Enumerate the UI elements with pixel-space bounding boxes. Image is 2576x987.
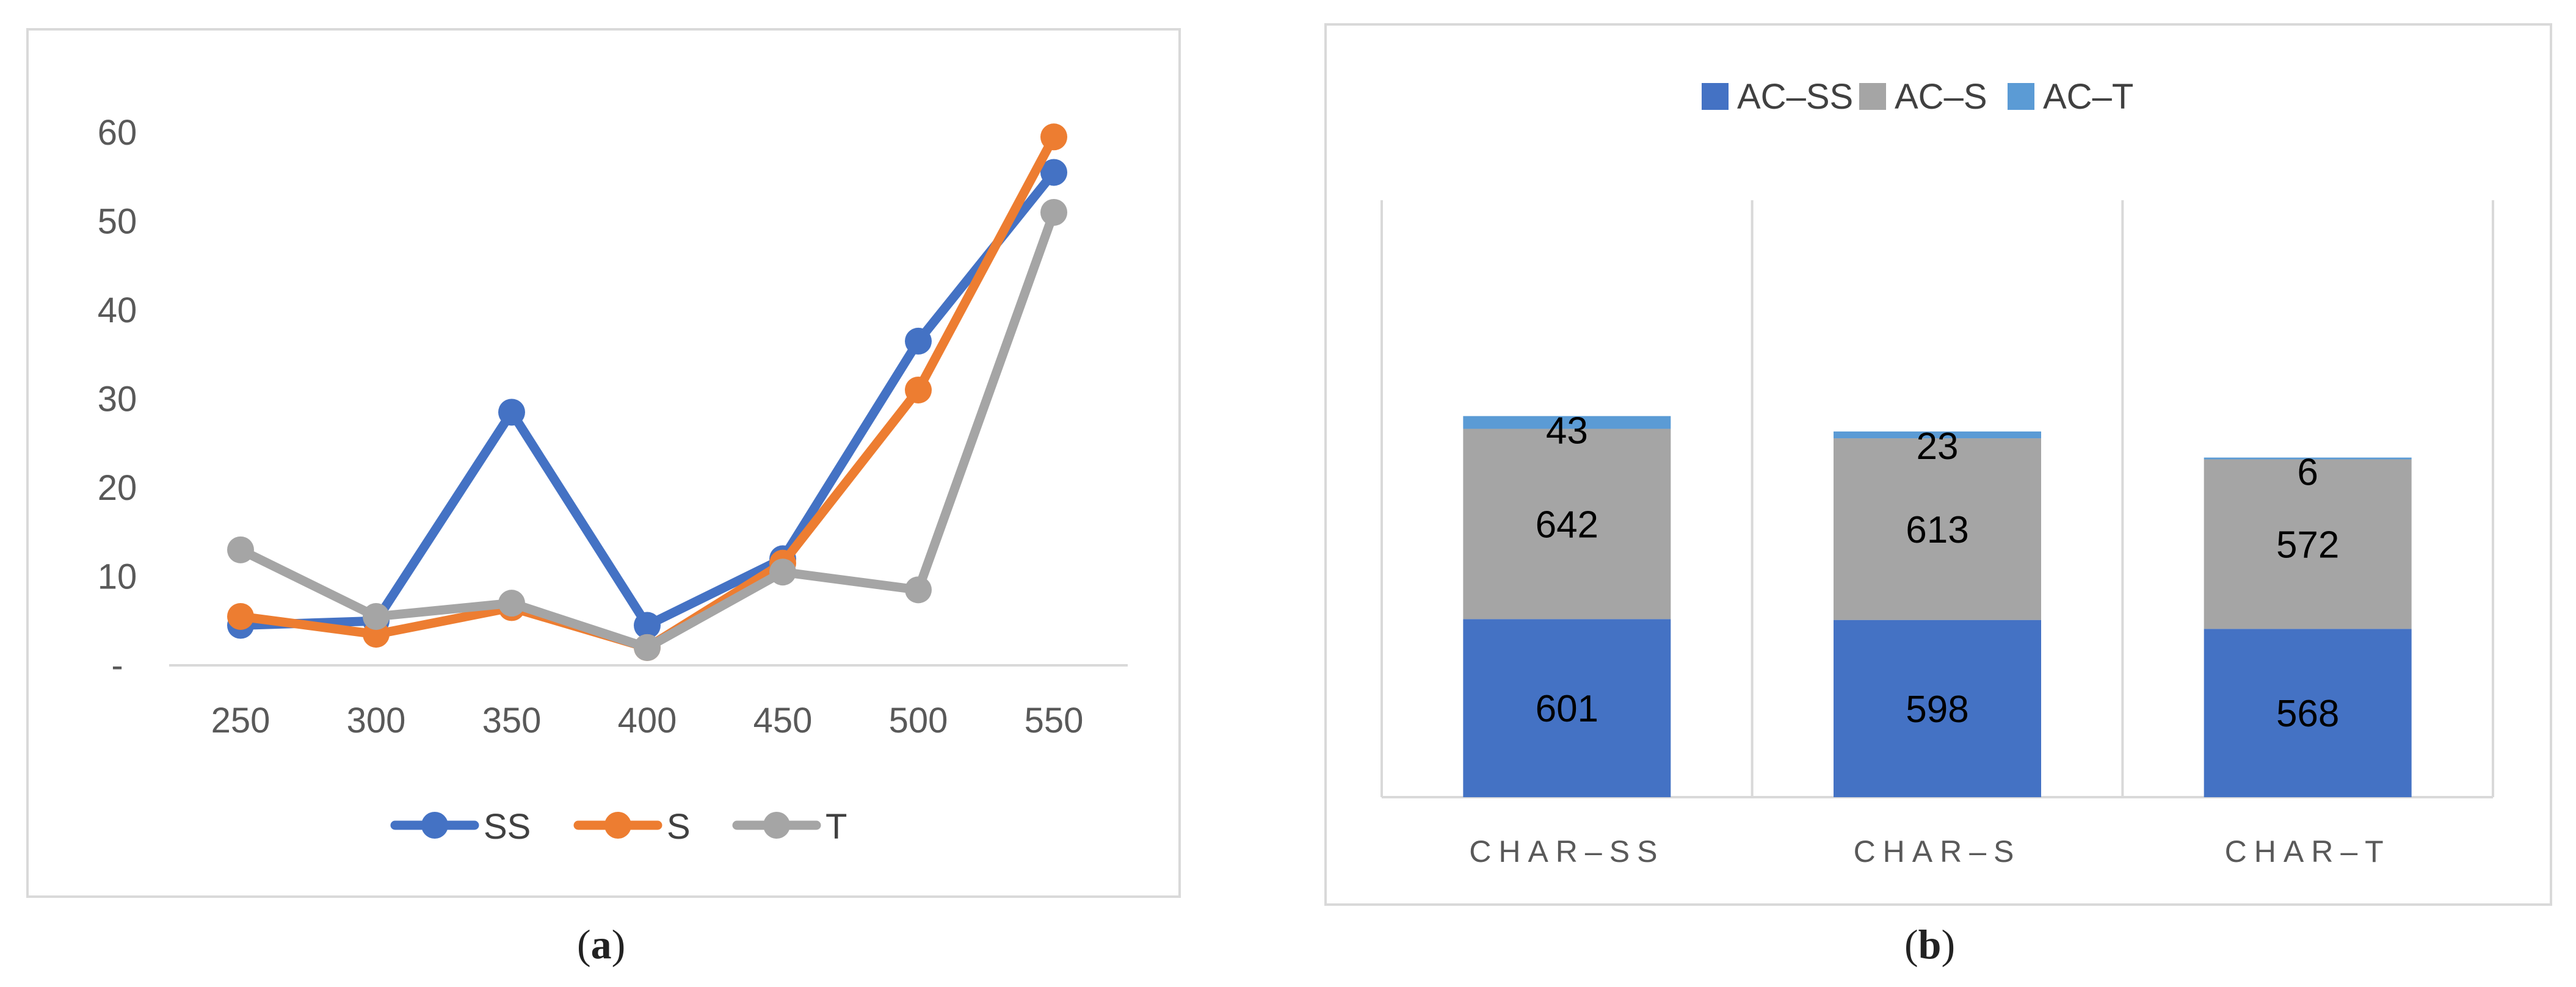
data-point-T (498, 590, 525, 617)
data-label: 598 (1906, 689, 1968, 731)
data-point-T (769, 559, 796, 586)
data-point-SS (498, 399, 525, 426)
legend-swatch-AC–SS (1702, 83, 1729, 110)
y-tick-label: 40 (98, 291, 137, 330)
legend-marker-SS (421, 812, 448, 839)
legend-swatch-AC–S (1859, 83, 1886, 110)
caption-b-letter: b (1918, 921, 1942, 967)
chart-panel-a: -10 20 30 40 50 60 250 300 350 400 450 500 550 SS S T (26, 28, 1181, 898)
data-label: 568 (2276, 693, 2339, 735)
chart-panel-b: 601 642 43 CHAR–SS 598 613 23 CHAR–S 568 572 6 CHAR… (1324, 23, 2552, 906)
data-label: 613 (1906, 509, 1968, 551)
data-point-T (905, 576, 932, 604)
data-label: 642 (1536, 504, 1598, 546)
category-label: CHAR–S (1854, 834, 2022, 869)
legend-label-AC–SS: AC–SS (1737, 77, 1853, 117)
data-point-T (227, 536, 254, 563)
bar-segment-AC–S (2204, 459, 2412, 629)
category-label: CHAR–T (2225, 834, 2391, 869)
caption-a: (a) (577, 921, 626, 967)
legend-label-AC–S: AC–S (1895, 77, 1987, 117)
caption-b: (b) (1904, 921, 1956, 967)
x-tick-label: 350 (482, 701, 542, 740)
x-tick-label: 300 (347, 701, 406, 740)
series-line-T (236, 208, 1059, 653)
y-tick-label: 10 (98, 557, 137, 597)
caption-a-letter: a (590, 921, 612, 967)
bar-segment-AC–S (1834, 438, 2041, 620)
legend-swatch-AC–T (2008, 83, 2034, 110)
y-tick-label: 20 (98, 468, 137, 508)
data-point-T (1040, 198, 1067, 226)
x-tick-label: 400 (618, 701, 677, 740)
data-label: 23 (1917, 425, 1959, 468)
bar-segment-AC–T (1834, 431, 2041, 439)
x-tick-label: 450 (753, 701, 813, 740)
bar-segment-AC–T (1463, 416, 1671, 429)
data-point-S (227, 602, 254, 630)
y-tick-label: 50 (98, 202, 137, 242)
data-point-S (905, 376, 932, 403)
data-point-SS (634, 612, 661, 639)
legend-label-SS: SS (484, 807, 531, 847)
data-label: 601 (1536, 688, 1598, 730)
y-tick-label: - (111, 646, 123, 685)
data-label: 43 (1546, 410, 1588, 452)
data-point-SS (1040, 159, 1067, 186)
y-tick-label: 60 (98, 113, 137, 153)
bar-segment-AC–SS (2204, 629, 2412, 797)
legend-marker-T (763, 812, 790, 839)
legend-label-S: S (667, 807, 691, 847)
bar-segment-AC–T (2204, 457, 2412, 460)
data-point-T (634, 634, 661, 661)
x-tick-label: 550 (1025, 701, 1084, 740)
category-label: CHAR–SS (1469, 834, 1664, 869)
legend-label-T: T (825, 807, 847, 847)
series-line-S (236, 132, 1059, 653)
bar-segment-AC–SS (1834, 620, 2041, 797)
data-point-T (363, 602, 390, 630)
stacked-bar-chart: 601 642 43 CHAR–SS 598 613 23 CHAR–S 568 572 6 CHAR… (1381, 77, 2494, 869)
x-tick-label: 500 (889, 701, 948, 740)
legend-label-AC–T: AC–T (2043, 77, 2133, 117)
data-label: 572 (2276, 524, 2339, 566)
x-tick-label: 250 (211, 701, 270, 740)
data-label: 6 (2297, 452, 2318, 494)
legend-marker-S (604, 812, 631, 839)
bar-segment-AC–S (1463, 428, 1671, 620)
bar-segment-AC–SS (1463, 619, 1671, 797)
y-tick-label: 30 (98, 380, 137, 419)
data-point-S (1040, 123, 1067, 151)
data-point-SS (905, 327, 932, 355)
